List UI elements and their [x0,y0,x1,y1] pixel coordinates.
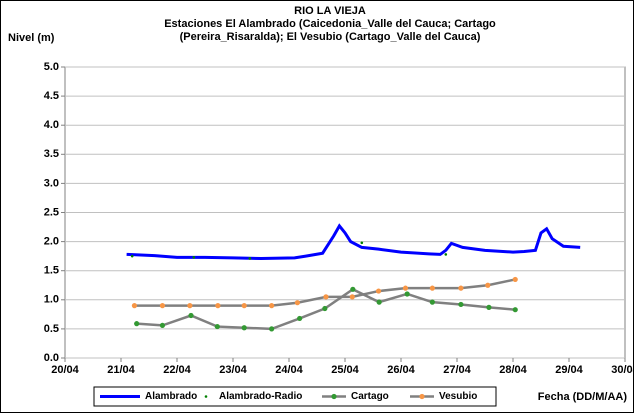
data-point [349,294,355,300]
legend [93,386,497,407]
data-point [187,303,193,309]
x-tick-label: 22/04 [163,364,191,376]
x-tick-label: 23/04 [219,364,247,376]
y-tick-label: 0.0 [44,352,59,364]
x-tick-label: 28/04 [499,364,527,376]
data-point [241,325,247,331]
x-tick-label: 20/04 [51,364,79,376]
series-line [126,223,581,260]
data-point [444,253,448,256]
chart-title: RIO LA VIEJA [294,5,366,17]
chart-subtitle: (Pereira_Risaralda); El Vesubio (Cartago… [180,31,481,43]
legend-label: Cartago [351,391,389,402]
data-point [512,307,518,313]
x-tick-label: 30/04 [611,364,634,376]
legend-swatch [419,393,425,400]
data-point [458,285,464,291]
y-tick-label: 5.0 [44,61,59,73]
data-point [350,286,356,292]
data-point [159,303,166,309]
data-point [269,326,275,332]
y-tick-label: 3.0 [44,177,59,189]
data-point [485,282,491,288]
y-tick-label: 1.0 [44,294,59,306]
data-point [512,276,518,283]
y-tick-label: 2.0 [44,236,59,248]
data-point [130,254,134,258]
data-point [294,300,300,306]
data-point [269,303,275,309]
legend-swatch [204,395,208,398]
data-point [376,288,382,294]
legend-label: Vesubio [439,391,477,402]
legend-label: Alambrado [145,391,197,402]
data-point [297,315,303,322]
legend-swatch [331,393,337,400]
data-point [215,303,221,309]
data-point [241,303,247,309]
data-point [248,257,252,260]
x-tick-label: 21/04 [107,364,135,376]
data-point [402,285,409,291]
data-point [429,285,435,291]
data-point [192,256,196,259]
y-tick-label: 1.5 [44,265,59,277]
x-tick-label: 26/04 [387,364,415,376]
data-point [214,323,220,330]
y-tick-label: 3.5 [44,148,59,160]
y-axis-label: Nivel (m) [8,32,55,44]
data-point [131,303,138,309]
x-tick-label: 25/04 [331,364,359,376]
data-point [458,301,464,308]
y-tick-label: 2.5 [44,206,59,218]
data-point [134,321,140,327]
data-point [188,312,194,319]
legend-label: Alambrado-Radio [219,391,302,402]
x-tick-label: 29/04 [555,364,583,376]
chart-subtitle: Estaciones El Alambrado (Caicedonia_Vall… [164,18,496,30]
x-axis-label: Fecha (DD/M/AA) [538,391,628,403]
x-tick-label: 27/04 [443,364,471,376]
data-point [159,322,166,329]
data-point [486,304,492,310]
y-tick-label: 0.5 [44,323,59,335]
data-point [429,299,435,305]
data-point [323,294,329,300]
data-point [404,291,410,297]
y-tick-label: 4.5 [44,90,59,102]
data-point [322,305,328,312]
y-tick-label: 4.0 [44,119,59,131]
x-tick-label: 24/04 [275,364,303,376]
data-point [360,241,364,245]
data-point [376,299,382,305]
